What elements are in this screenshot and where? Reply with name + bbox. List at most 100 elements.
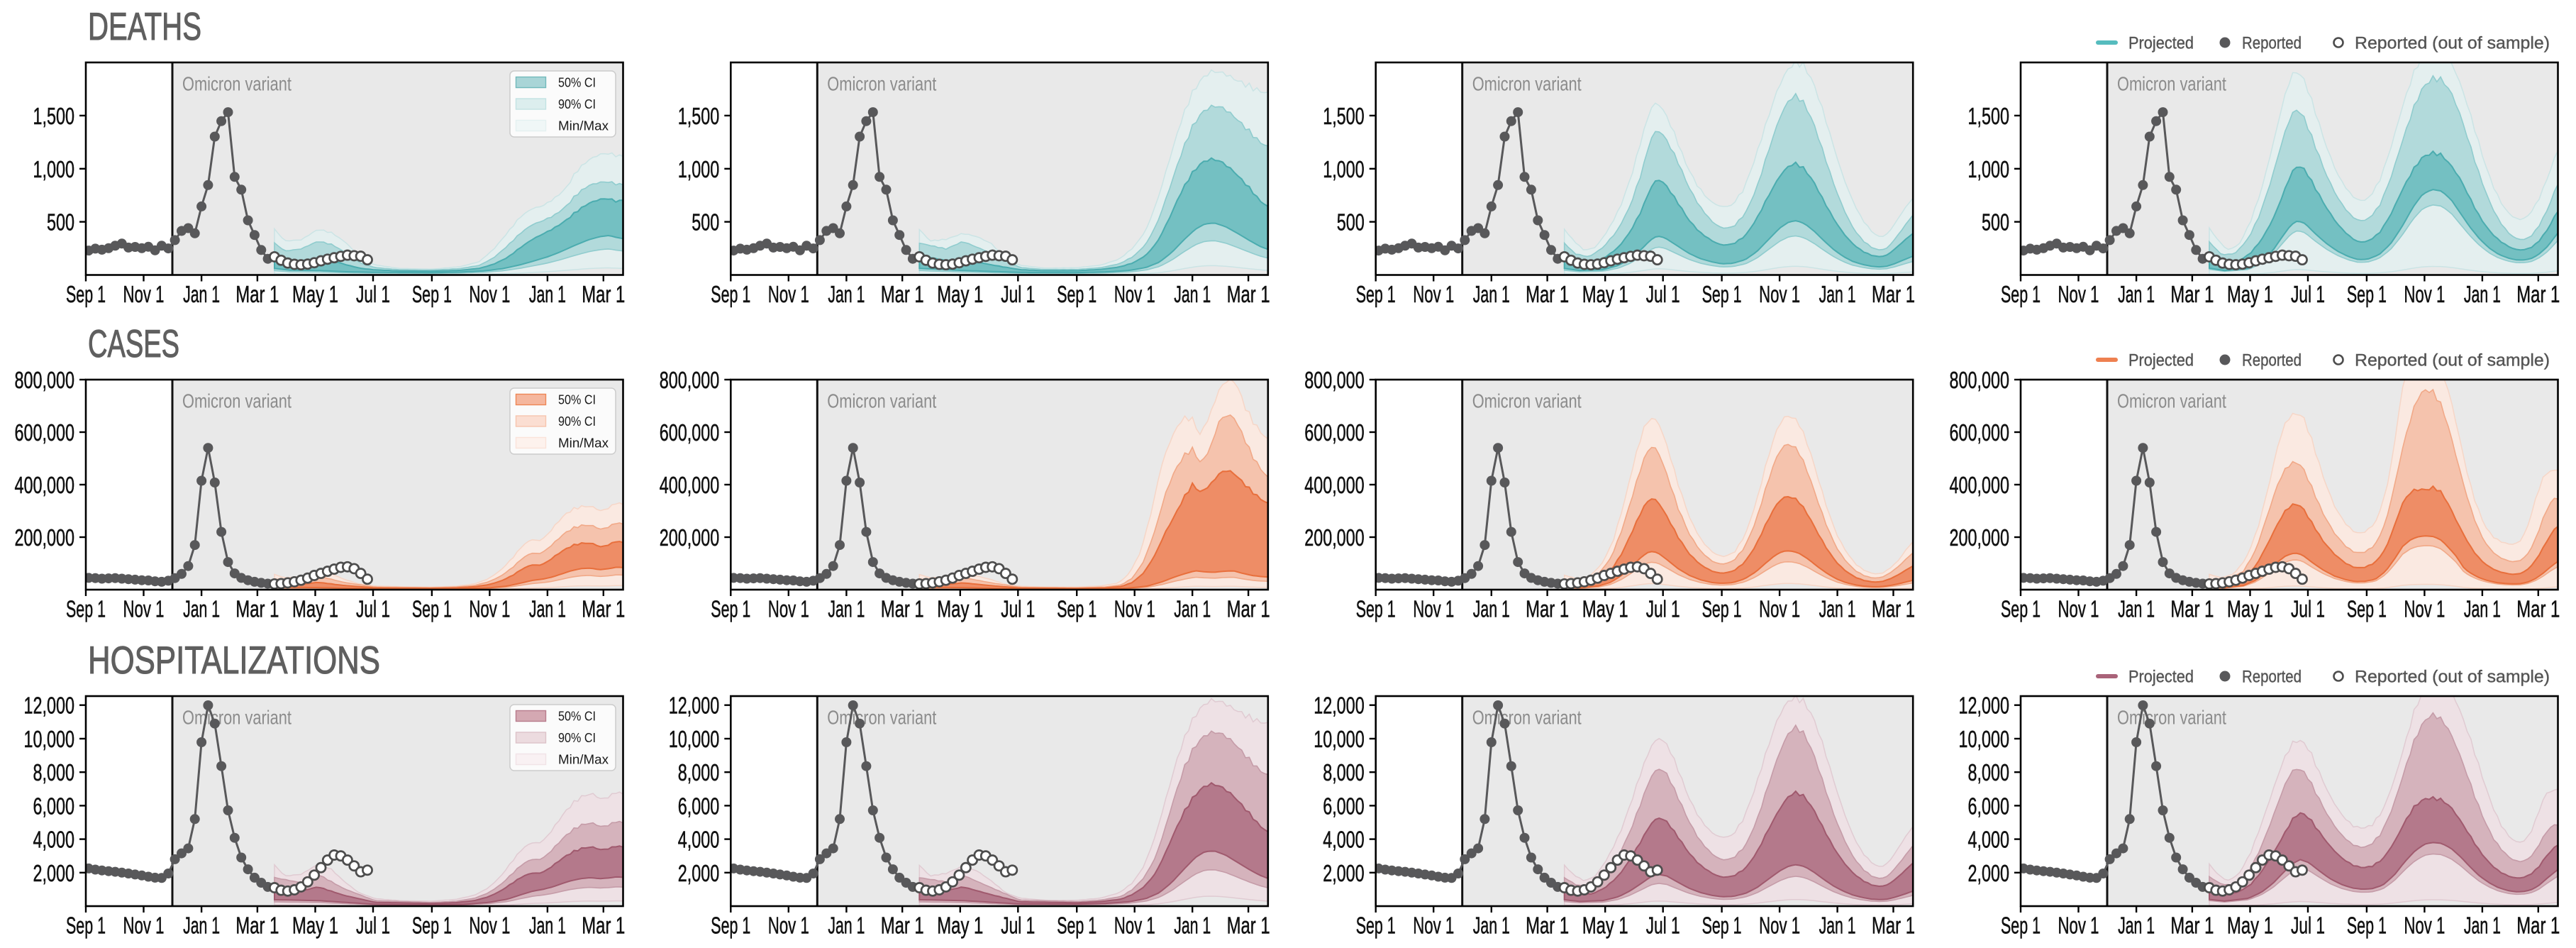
svg-text:Sep 1: Sep 1 <box>2001 913 2041 939</box>
svg-text:Jan 1: Jan 1 <box>1819 281 1856 307</box>
svg-text:600,000: 600,000 <box>660 419 720 446</box>
svg-text:Mar 1: Mar 1 <box>582 596 625 622</box>
svg-text:May 1: May 1 <box>292 913 338 939</box>
svg-text:Jul 1: Jul 1 <box>1646 596 1680 622</box>
svg-text:Sep 1: Sep 1 <box>2001 281 2041 307</box>
svg-text:Projected: Projected <box>2128 351 2194 370</box>
svg-text:Jul 1: Jul 1 <box>1001 596 1035 622</box>
svg-text:Sep 1: Sep 1 <box>2001 596 2041 622</box>
svg-text:600,000: 600,000 <box>1304 419 1365 446</box>
svg-text:Omicron variant: Omicron variant <box>827 73 936 95</box>
svg-text:Jan 1: Jan 1 <box>2464 913 2501 939</box>
svg-text:Jan 1: Jan 1 <box>183 913 220 939</box>
svg-text:Mar 1: Mar 1 <box>2516 596 2560 622</box>
svg-text:Reported: Reported <box>2242 351 2302 370</box>
svg-text:Reported (out of sample): Reported (out of sample) <box>2355 668 2550 687</box>
svg-text:6,000: 6,000 <box>1968 793 2010 819</box>
svg-text:Sep 1: Sep 1 <box>66 913 106 939</box>
svg-text:DEATHS: DEATHS <box>88 4 201 48</box>
svg-text:12,000: 12,000 <box>24 693 75 719</box>
svg-text:Omicron variant: Omicron variant <box>2117 73 2226 95</box>
svg-text:Sep 1: Sep 1 <box>1057 281 1097 307</box>
svg-text:Mar 1: Mar 1 <box>235 596 279 622</box>
svg-text:Sep 1: Sep 1 <box>2347 913 2387 939</box>
svg-text:Mar 1: Mar 1 <box>1872 596 1915 622</box>
svg-text:Jul 1: Jul 1 <box>356 913 390 939</box>
svg-text:CASES: CASES <box>88 321 179 365</box>
svg-text:Min/Max: Min/Max <box>558 436 609 451</box>
svg-text:Nov 1: Nov 1 <box>1413 596 1454 622</box>
svg-text:Omicron variant: Omicron variant <box>2117 390 2226 412</box>
svg-text:Omicron variant: Omicron variant <box>182 73 292 95</box>
svg-text:90% CI: 90% CI <box>558 97 596 111</box>
svg-text:10,000: 10,000 <box>669 726 720 752</box>
svg-text:Sep 1: Sep 1 <box>66 281 106 307</box>
svg-text:Sep 1: Sep 1 <box>2347 281 2387 307</box>
svg-text:Mar 1: Mar 1 <box>881 281 924 307</box>
svg-text:1,000: 1,000 <box>678 156 720 182</box>
svg-text:Jul 1: Jul 1 <box>1646 913 1680 939</box>
svg-text:Sep 1: Sep 1 <box>711 596 750 622</box>
svg-text:400,000: 400,000 <box>1304 472 1365 498</box>
svg-text:1,500: 1,500 <box>1968 103 2010 129</box>
svg-text:Jan 1: Jan 1 <box>2118 913 2155 939</box>
svg-text:8,000: 8,000 <box>678 759 720 786</box>
svg-text:Omicron variant: Omicron variant <box>1472 73 1582 95</box>
svg-text:4,000: 4,000 <box>678 827 720 853</box>
svg-text:May 1: May 1 <box>292 281 338 307</box>
svg-text:Nov 1: Nov 1 <box>2058 913 2099 939</box>
svg-text:Min/Max: Min/Max <box>558 119 609 133</box>
svg-text:Sep 1: Sep 1 <box>1702 913 1742 939</box>
svg-text:Sep 1: Sep 1 <box>1702 596 1742 622</box>
svg-text:500: 500 <box>1337 209 1365 236</box>
svg-text:Nov 1: Nov 1 <box>469 281 510 307</box>
svg-text:Jan 1: Jan 1 <box>1473 596 1510 622</box>
svg-text:12,000: 12,000 <box>1959 693 2010 719</box>
svg-text:Nov 1: Nov 1 <box>469 596 510 622</box>
svg-text:Omicron variant: Omicron variant <box>182 390 292 412</box>
svg-text:8,000: 8,000 <box>33 759 75 786</box>
svg-text:Omicron variant: Omicron variant <box>827 390 936 412</box>
svg-text:12,000: 12,000 <box>1314 693 1365 719</box>
svg-text:Nov 1: Nov 1 <box>1413 913 1454 939</box>
svg-text:Jan 1: Jan 1 <box>1473 281 1510 307</box>
svg-text:Mar 1: Mar 1 <box>235 913 279 939</box>
svg-text:4,000: 4,000 <box>1323 827 1365 853</box>
svg-text:8,000: 8,000 <box>1968 759 2010 786</box>
svg-text:400,000: 400,000 <box>660 472 720 498</box>
svg-text:Projected: Projected <box>2128 668 2194 687</box>
svg-text:Jan 1: Jan 1 <box>2464 596 2501 622</box>
svg-text:Nov 1: Nov 1 <box>2404 596 2445 622</box>
svg-text:May 1: May 1 <box>937 281 983 307</box>
svg-text:Min/Max: Min/Max <box>558 753 609 767</box>
svg-text:Mar 1: Mar 1 <box>1526 913 1569 939</box>
svg-text:90% CI: 90% CI <box>558 414 596 429</box>
svg-text:Sep 1: Sep 1 <box>711 913 750 939</box>
svg-text:Sep 1: Sep 1 <box>711 281 750 307</box>
svg-text:Jan 1: Jan 1 <box>183 281 220 307</box>
svg-text:Sep 1: Sep 1 <box>1057 913 1097 939</box>
svg-text:Jan 1: Jan 1 <box>1174 596 1211 622</box>
svg-text:Jul 1: Jul 1 <box>2291 913 2325 939</box>
svg-text:Jan 1: Jan 1 <box>529 281 566 307</box>
svg-text:May 1: May 1 <box>1582 913 1628 939</box>
svg-text:Mar 1: Mar 1 <box>881 596 924 622</box>
svg-text:Jan 1: Jan 1 <box>1174 281 1211 307</box>
svg-text:50% CI: 50% CI <box>558 76 596 90</box>
svg-text:Sep 1: Sep 1 <box>1356 281 1396 307</box>
svg-text:Nov 1: Nov 1 <box>768 596 809 622</box>
svg-text:50% CI: 50% CI <box>558 710 596 724</box>
svg-text:2,000: 2,000 <box>1323 860 1365 886</box>
svg-text:Jul 1: Jul 1 <box>1001 913 1035 939</box>
svg-text:500: 500 <box>47 209 74 236</box>
svg-text:Nov 1: Nov 1 <box>1413 281 1454 307</box>
svg-text:Sep 1: Sep 1 <box>412 281 452 307</box>
svg-text:Jul 1: Jul 1 <box>2291 596 2325 622</box>
svg-text:12,000: 12,000 <box>669 693 720 719</box>
svg-text:Nov 1: Nov 1 <box>123 913 165 939</box>
svg-text:Nov 1: Nov 1 <box>2058 281 2099 307</box>
svg-text:Mar 1: Mar 1 <box>1227 281 1270 307</box>
svg-text:400,000: 400,000 <box>15 472 75 498</box>
svg-text:Mar 1: Mar 1 <box>1526 596 1569 622</box>
svg-text:10,000: 10,000 <box>1314 726 1365 752</box>
